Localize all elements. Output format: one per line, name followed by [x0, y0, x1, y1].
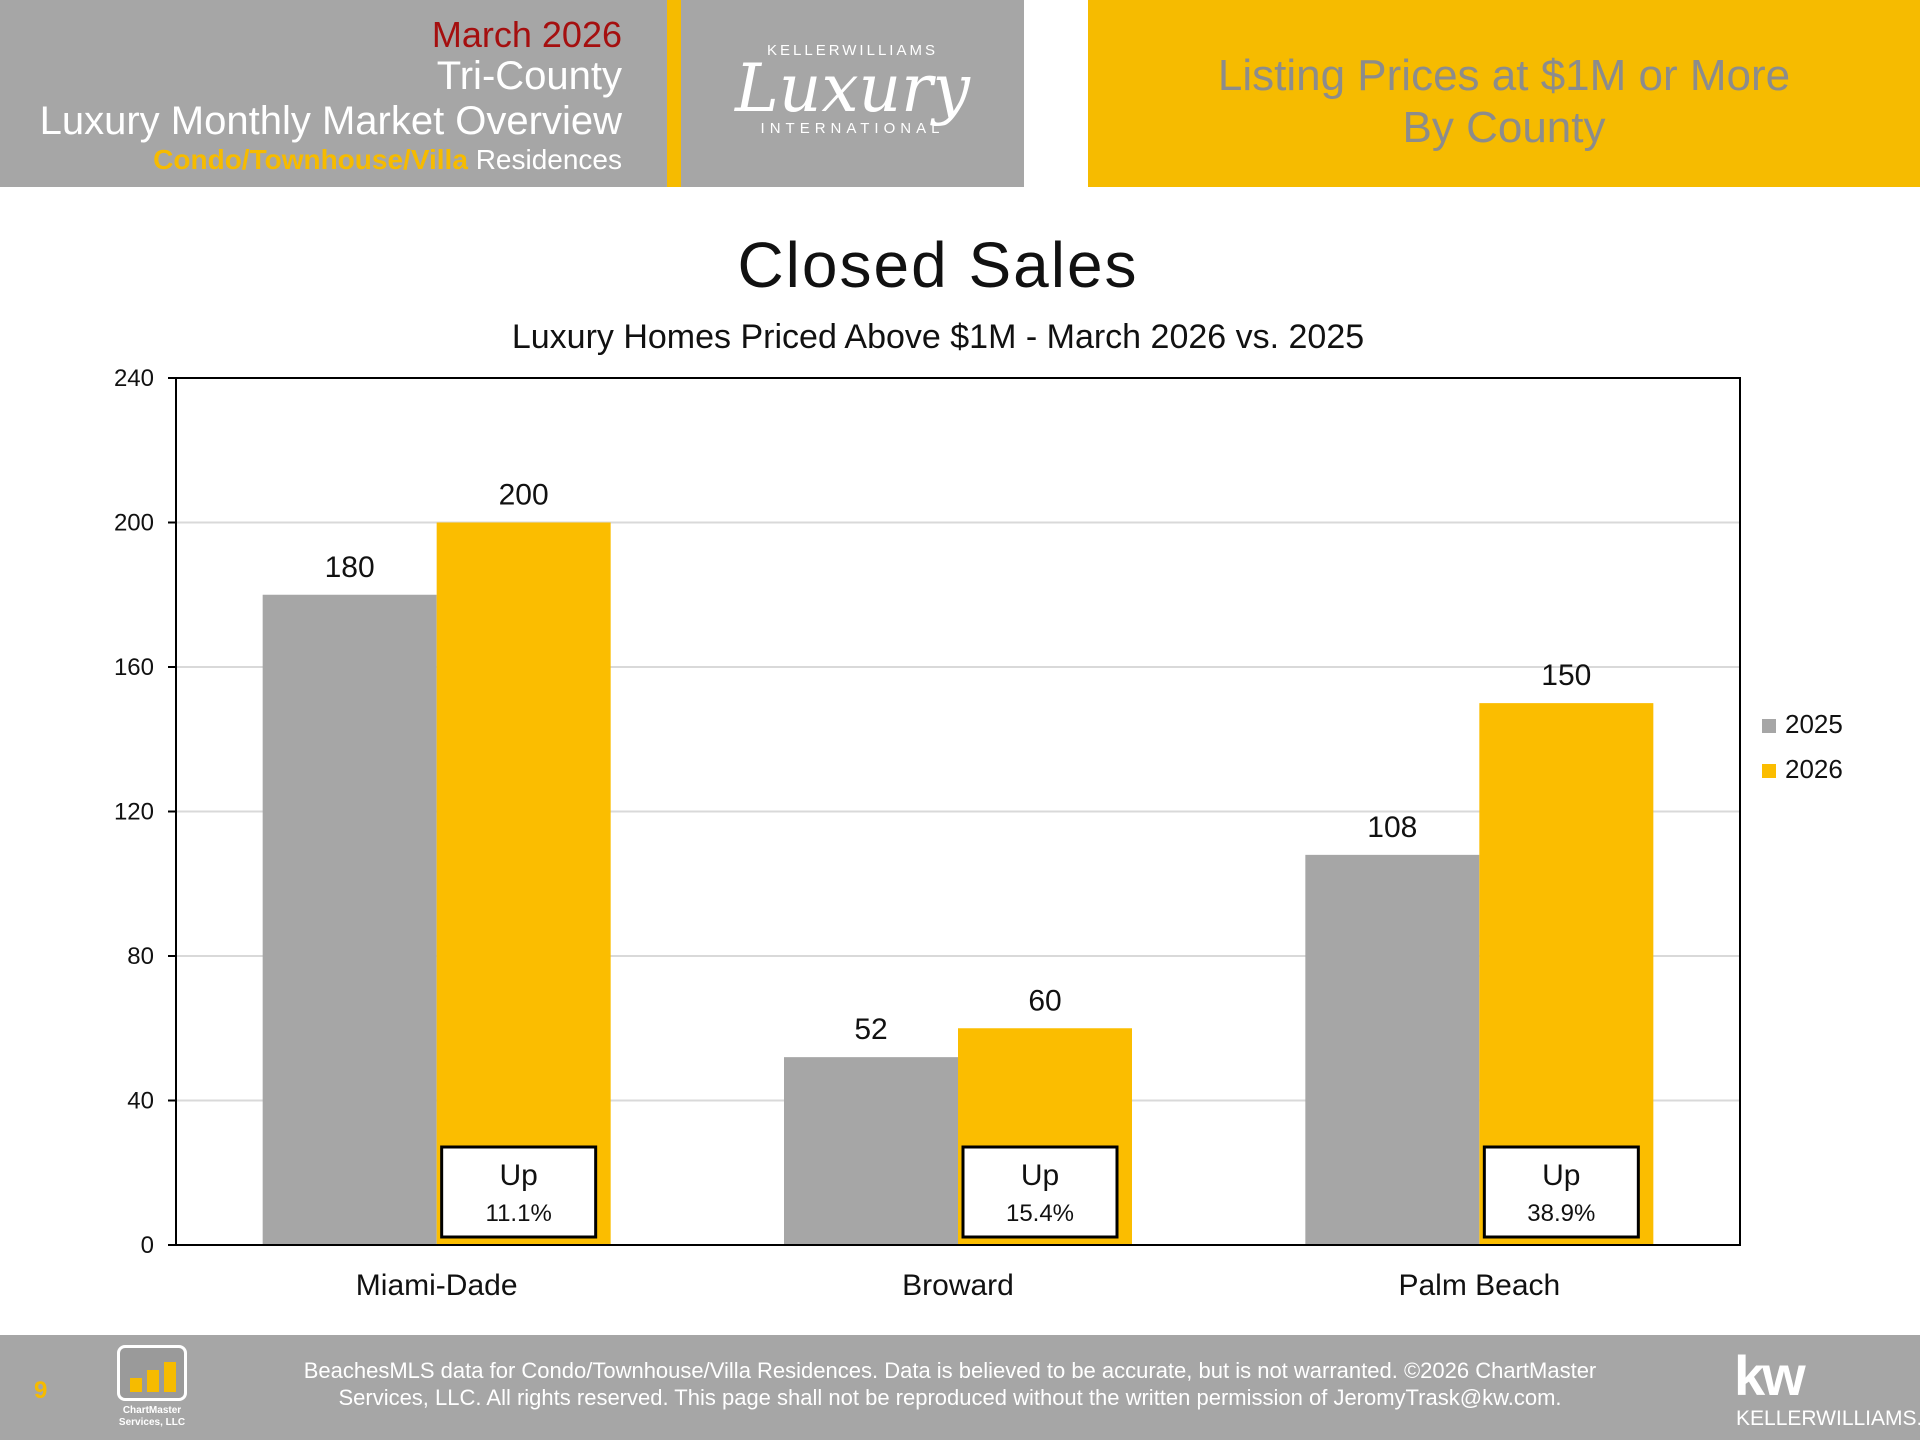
- y-tick-label: 200: [114, 510, 154, 537]
- y-tick-label: 80: [127, 943, 154, 970]
- property-type-rest: Residences: [475, 144, 622, 175]
- bar-value-label: 52: [854, 1013, 887, 1046]
- keller-williams-logo: kw KELLERWILLIAMS.: [1734, 1343, 1920, 1433]
- topic-title-line2: By County: [1402, 103, 1606, 152]
- closed-sales-bar-chart: 0 40 80 120 160 200 240 180 200 Miami-Dade Up 11.1%…: [114, 365, 1843, 1302]
- plot-area-border: [175, 377, 1741, 1246]
- bar-value-label: 180: [325, 551, 375, 584]
- report-region: Tri-County: [436, 54, 622, 98]
- x-category-label: Miami-Dade: [356, 1269, 518, 1302]
- y-tick-label: 160: [114, 654, 154, 681]
- chart-subtitle: Luxury Homes Priced Above $1M - March 20…: [511, 318, 1365, 356]
- change-direction-label: Up: [1542, 1159, 1580, 1192]
- logo-brand-text: KELLERWILLIAMS: [767, 42, 938, 59]
- y-tick-label: 0: [141, 1232, 154, 1259]
- bar-2025-miami-dade: [262, 594, 437, 1245]
- change-annotation-box: [440, 1145, 598, 1239]
- bar-value-label: 108: [1367, 811, 1417, 844]
- footer-bar: 9 ChartMaster Services, LLC BeachesMLS d…: [0, 1335, 1920, 1440]
- change-direction-label: Up: [1021, 1159, 1059, 1192]
- change-percent-label: 38.9%: [1527, 1200, 1595, 1227]
- report-title: Luxury Monthly Market Overview: [39, 99, 622, 143]
- y-tick-label: 240: [114, 365, 154, 392]
- legend-swatch-2026: [1762, 764, 1776, 778]
- chartmaster-logo-line2: Services, LLC: [118, 1417, 186, 1428]
- page-number: 9: [34, 1377, 48, 1404]
- y-tick-label: 120: [114, 799, 154, 826]
- change-percent-label: 11.1%: [486, 1200, 552, 1227]
- chartmaster-logo-text: ChartMaster Services, LLC: [104, 1405, 200, 1429]
- property-type: Condo/Townhouse/Villa Residences: [153, 144, 622, 176]
- legend-label-2025: 2025: [1785, 709, 1843, 739]
- chartmaster-logo-line1: ChartMaster: [122, 1405, 182, 1416]
- bar-2025-palm-beach: [1305, 854, 1480, 1245]
- bar-2026-miami-dade: [436, 522, 611, 1245]
- header-title-panel: March 2026 Tri-County Luxury Monthly Mar…: [0, 0, 667, 187]
- topic-title: Listing Prices at $1M or More By County: [1088, 50, 1920, 154]
- header-topic-panel: Listing Prices at $1M or More By County: [1088, 0, 1920, 187]
- kw-mark: kw: [1734, 1344, 1806, 1407]
- change-direction-label: Up: [499, 1159, 537, 1192]
- footer-disclaimer: BeachesMLS data for Condo/Townhouse/Vill…: [230, 1357, 1670, 1411]
- change-annotation-box: [961, 1145, 1119, 1239]
- bar-value-label: 200: [499, 479, 549, 512]
- x-category-label: Palm Beach: [1398, 1269, 1560, 1302]
- chartmaster-chart-icon: [117, 1345, 187, 1401]
- kw-luxury-logo: KELLERWILLIAMS Luxury INTERNATIONAL: [681, 0, 1024, 187]
- bar-2025-broward: [784, 1057, 958, 1245]
- y-tick-label: 40: [127, 1088, 154, 1115]
- property-type-highlight: Condo/Townhouse/Villa: [153, 144, 468, 175]
- x-category-label: Broward: [902, 1269, 1014, 1302]
- legend-swatch-2025: [1762, 719, 1776, 733]
- chartmaster-logo: ChartMaster Services, LLC: [114, 1345, 190, 1437]
- kw-name: KELLERWILLIAMS.: [1736, 1407, 1920, 1430]
- logo-script-text: Luxury: [735, 50, 970, 127]
- change-annotation-box: [1482, 1145, 1640, 1239]
- report-month: March 2026: [431, 14, 622, 55]
- footer-disclaimer-line1: BeachesMLS data for Condo/Townhouse/Vill…: [303, 1358, 1597, 1383]
- legend-label-2026: 2026: [1785, 754, 1843, 784]
- logo-international-text: INTERNATIONAL: [760, 120, 945, 137]
- topic-title-line1: Listing Prices at $1M or More: [1217, 51, 1791, 100]
- footer-disclaimer-line2: Services, LLC. All rights reserved. This…: [338, 1385, 1562, 1410]
- change-percent-label: 15.4%: [1006, 1200, 1074, 1227]
- bar-value-label: 150: [1541, 659, 1591, 692]
- chart-title: Closed Sales: [737, 229, 1139, 301]
- header-divider-stripe: [667, 0, 681, 187]
- bar-value-label: 60: [1028, 984, 1061, 1017]
